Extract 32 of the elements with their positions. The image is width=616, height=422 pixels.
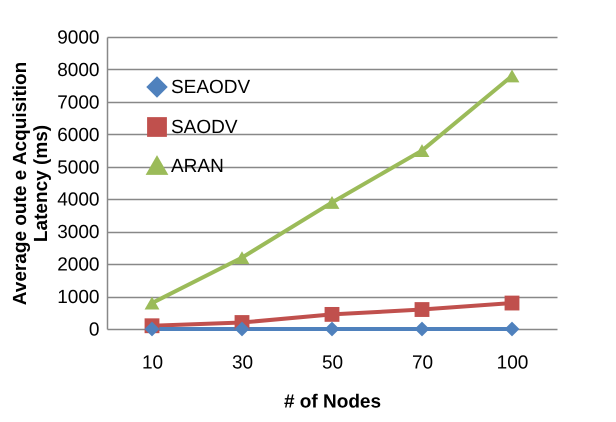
- point: [504, 322, 520, 336]
- y-tick-label: 3000: [57, 222, 100, 244]
- y-tick-label: 0: [88, 320, 100, 340]
- legend-label: SEAODV: [171, 77, 251, 98]
- point: [324, 306, 340, 322]
- x-tick-label: 50: [322, 352, 344, 374]
- point: [234, 251, 250, 264]
- point: [414, 144, 430, 157]
- point: [324, 322, 340, 336]
- point: [504, 296, 520, 310]
- point: [144, 322, 160, 336]
- y-tick-label: 1000: [57, 287, 100, 308]
- y-tick-label: 9000: [57, 28, 100, 48]
- point: [414, 302, 430, 317]
- y-tick-label: 2000: [57, 254, 100, 276]
- x-tick-label: 30: [232, 352, 254, 374]
- point: [144, 296, 160, 310]
- x-tick-label: 10: [142, 352, 164, 374]
- legend-label: SAODV: [171, 117, 238, 138]
- x-tick-label: 100: [496, 352, 528, 374]
- legend-label: ARAN: [171, 156, 224, 177]
- x-tick-label: 70: [412, 352, 434, 374]
- point: [414, 322, 430, 336]
- y-tick-label: 4000: [57, 190, 100, 211]
- y-tick-label: 5000: [57, 157, 100, 178]
- point: [324, 196, 340, 209]
- point: [234, 322, 250, 336]
- y-tick-label: 7000: [57, 92, 100, 114]
- y-tick-label: 6000: [57, 124, 100, 146]
- x-axis-title: # of Nodes: [284, 392, 382, 412]
- y-axis-title: Average oute e Acquisition Latency (ms): [10, 62, 52, 306]
- y-tick-label: 8000: [57, 60, 100, 81]
